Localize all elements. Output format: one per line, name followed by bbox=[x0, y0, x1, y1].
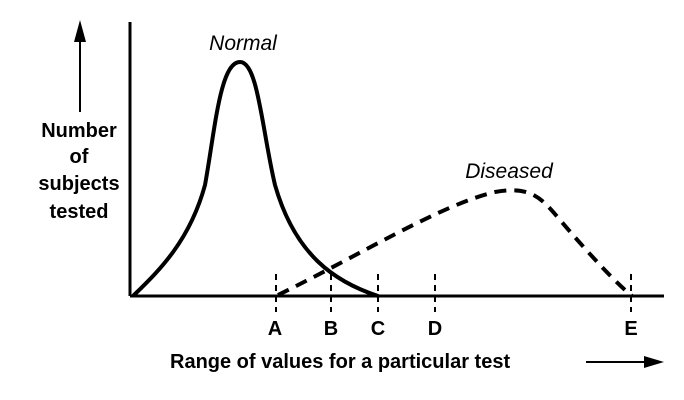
marker-label-e: E bbox=[624, 318, 637, 340]
normal-curve bbox=[132, 59, 380, 298]
marker-label-d: D bbox=[428, 318, 442, 340]
normal-curve-label: Normal bbox=[209, 32, 278, 55]
right-arrow-icon bbox=[586, 356, 664, 368]
marker-label-a: A bbox=[268, 318, 282, 340]
up-arrow-icon bbox=[74, 20, 86, 112]
y-axis-label-line: tested bbox=[50, 201, 109, 223]
y-axis-label-line: Number bbox=[41, 120, 117, 142]
marker-label-b: B bbox=[324, 318, 338, 340]
y-axis-label-line: of bbox=[70, 146, 89, 168]
diseased-curve-label: Diseased bbox=[465, 160, 554, 183]
y-axis-label-line: subjects bbox=[38, 173, 119, 195]
y-axis-label: Number of subjects tested bbox=[38, 120, 119, 223]
x-axis-label: Range of values for a particular test bbox=[170, 351, 510, 373]
diseased-curve bbox=[277, 188, 634, 298]
marker-labels: A B C D E bbox=[268, 318, 638, 340]
marker-ticks bbox=[275, 274, 632, 312]
marker-label-c: C bbox=[371, 318, 385, 340]
